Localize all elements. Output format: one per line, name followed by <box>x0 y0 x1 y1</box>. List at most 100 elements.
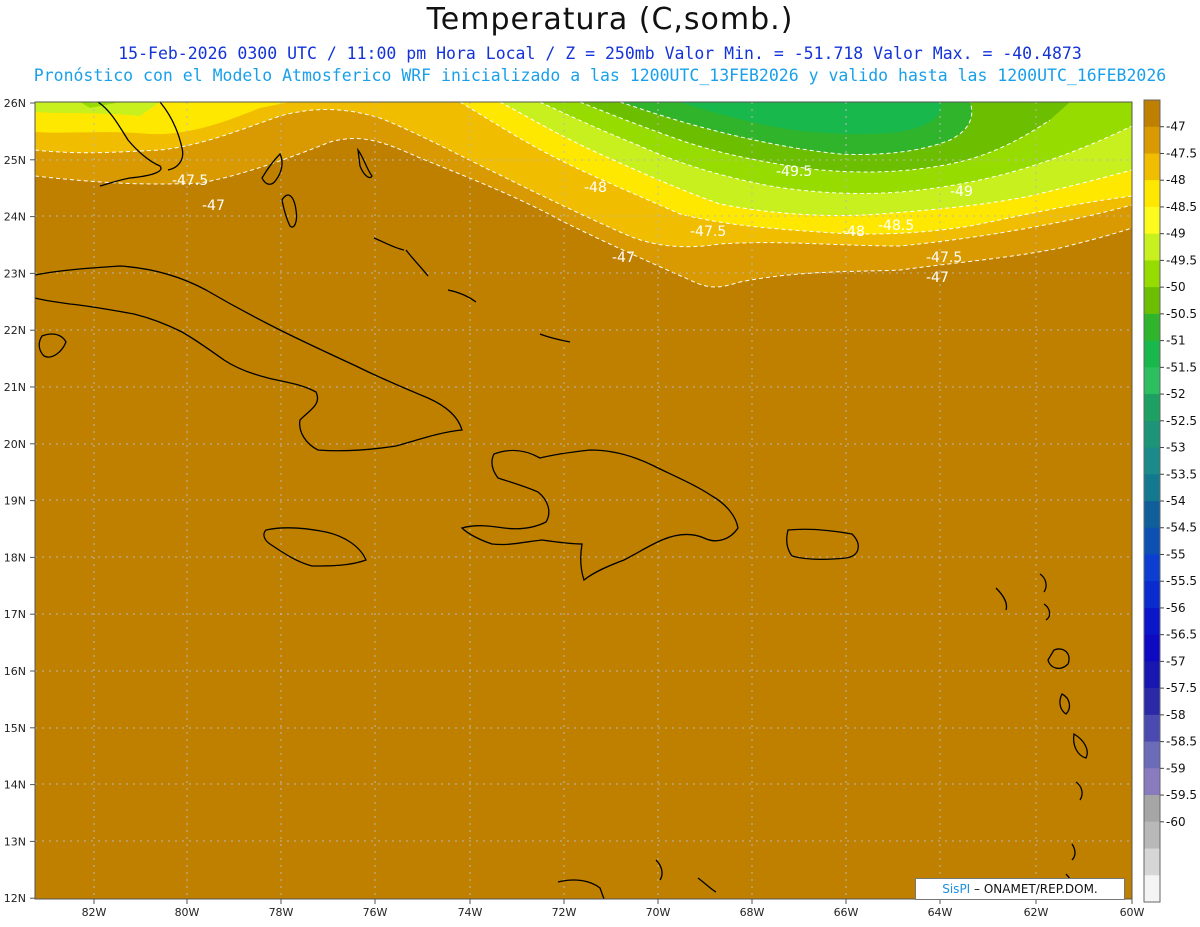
colorbar-swatch <box>1144 367 1160 395</box>
lon-tick-label: 64W <box>928 906 953 919</box>
contour-label: -48 <box>842 224 865 240</box>
contour-label: -47.5 <box>172 173 208 189</box>
contour-label: -47.5 <box>926 250 962 266</box>
colorbar-swatch <box>1144 661 1160 689</box>
colorbar-swatch <box>1144 607 1160 636</box>
puerto-rico-coast <box>786 528 859 560</box>
lat-tick-label: 15N <box>4 722 26 735</box>
colorbar-swatch <box>1144 313 1160 342</box>
colorbar-label: -59.5 <box>1166 788 1197 802</box>
lon-tick-label: 76W <box>363 906 388 919</box>
colorbar-label: -56 <box>1166 601 1186 615</box>
credit-text: – ONAMET/REP.DOM. <box>970 882 1098 896</box>
longitude-axis: 82W 80W 78W 76W 74W 72W 70W 68W 66W 64W 62W 60W <box>82 899 1145 919</box>
colorbar-swatch <box>1144 768 1160 796</box>
colorbar-label: -50.5 <box>1166 307 1197 321</box>
colorbar-label: -52 <box>1166 387 1186 401</box>
lat-tick-label: 26N <box>4 97 26 110</box>
lat-tick-label: 17N <box>4 608 26 621</box>
colorbar-label: -48 <box>1166 173 1186 187</box>
coastlines <box>35 102 1088 899</box>
colorbar-swatch <box>1144 581 1160 609</box>
colorbar: -47 -47.5 -48 -48.5 -49 -49.5 -50 -50.5 -51 -51.5… <box>1143 99 1197 903</box>
colorbar-label: -57 <box>1166 654 1186 668</box>
graticule <box>35 102 1132 899</box>
colorbar-label: -53.5 <box>1166 467 1197 481</box>
lat-tick-label: 19N <box>4 495 26 508</box>
colorbar-swatch <box>1144 634 1160 662</box>
colorbar-label: -55 <box>1166 547 1186 561</box>
contour-labels: -47.5 -47 -48 -49.5 -49 -47.5 -48 -48.5 … <box>172 164 973 286</box>
isla-juventud <box>38 333 67 358</box>
colorbar-swatch <box>1144 474 1160 502</box>
colorbar-swatch <box>1144 126 1160 154</box>
lat-tick-label: 22N <box>4 324 26 337</box>
contour-label: -47 <box>612 250 635 266</box>
colorbar-label: -49 <box>1166 227 1186 241</box>
lat-tick-label: 24N <box>4 211 26 224</box>
lon-tick-label: 82W <box>82 906 107 919</box>
colorbar-label: -50 <box>1166 280 1186 294</box>
bahamas-grand-bahama <box>261 152 283 185</box>
contour-label: -47 <box>926 270 949 286</box>
colorbar-swatch <box>1144 527 1160 555</box>
map-subtitle-model: Pronóstico con el Modelo Atmosferico WRF… <box>33 66 1167 85</box>
lon-tick-label: 72W <box>552 906 577 919</box>
contour-label: -48.5 <box>878 218 914 234</box>
colorbar-label: -56.5 <box>1166 628 1197 642</box>
florida-coast <box>97 102 162 187</box>
colorbar-swatch <box>1144 795 1160 823</box>
cuba-coast <box>35 265 463 452</box>
colorbar-swatch <box>1144 206 1160 235</box>
lon-tick-label: 60W <box>1120 906 1145 919</box>
colorbar-swatch <box>1144 394 1160 422</box>
lon-tick-label: 68W <box>740 906 765 919</box>
contour-label: -49 <box>950 184 973 200</box>
colorbar-label: -59 <box>1166 761 1186 775</box>
colorbar-label: -58 <box>1166 708 1186 722</box>
colorbar-label: -55.5 <box>1166 574 1197 588</box>
colorbar-swatch <box>1144 821 1160 850</box>
colorbar-swatch <box>1144 501 1160 529</box>
colorbar-label: -54 <box>1166 494 1186 508</box>
colorbar-label: -51 <box>1166 334 1186 348</box>
lat-tick-label: 14N <box>4 779 26 792</box>
map-title: Temperatura (C,somb.) <box>426 2 794 37</box>
lat-tick-label: 16N <box>4 665 26 678</box>
lon-tick-label: 78W <box>269 906 294 919</box>
lon-tick-label: 80W <box>175 906 200 919</box>
lat-tick-label: 25N <box>4 154 26 167</box>
lon-tick-label: 74W <box>458 906 483 919</box>
colorbar-swatch <box>1144 420 1160 449</box>
colorbar-swatch <box>1144 848 1160 876</box>
contour-label: -49.5 <box>776 164 812 180</box>
colorbar-label: -57.5 <box>1166 681 1197 695</box>
contour-label: -48 <box>584 180 607 196</box>
colorbar-swatch <box>1144 153 1160 181</box>
hispaniola-coast <box>460 449 739 582</box>
credit-box: SisPI – ONAMET/REP.DOM. <box>915 878 1125 900</box>
map-subtitle-time: 15-Feb-2026 0300 UTC / 11:00 pm Hora Loc… <box>118 44 1082 63</box>
lat-tick-label: 21N <box>4 381 26 394</box>
colorbar-swatch <box>1144 340 1160 368</box>
colorbar-label: -60 <box>1166 815 1186 829</box>
contour-label: -47.5 <box>690 224 726 240</box>
colorbar-swatch <box>1144 180 1160 208</box>
lat-tick-label: 23N <box>4 267 26 280</box>
lon-tick-label: 62W <box>1024 906 1049 919</box>
colorbar-label: -47 <box>1166 120 1186 134</box>
lon-tick-label: 70W <box>646 906 671 919</box>
colorbar-swatch <box>1144 554 1160 582</box>
colorbar-label: -51.5 <box>1166 360 1197 374</box>
temperature-shading <box>35 102 1132 899</box>
colorbar-label: -48.5 <box>1166 200 1197 214</box>
lon-tick-label: 66W <box>834 906 859 919</box>
colorbar-label: -53 <box>1166 441 1186 455</box>
lat-tick-label: 20N <box>4 438 26 451</box>
colorbar-swatch <box>1144 100 1160 128</box>
colorbar-label: -54.5 <box>1166 521 1197 535</box>
latitude-axis: 26N 25N 24N 23N 22N 21N 20N 19N 18N 17N 16N 15N 14N 1… <box>4 97 35 905</box>
lat-tick-label: 18N <box>4 551 26 564</box>
colorbar-swatch <box>1144 233 1160 261</box>
